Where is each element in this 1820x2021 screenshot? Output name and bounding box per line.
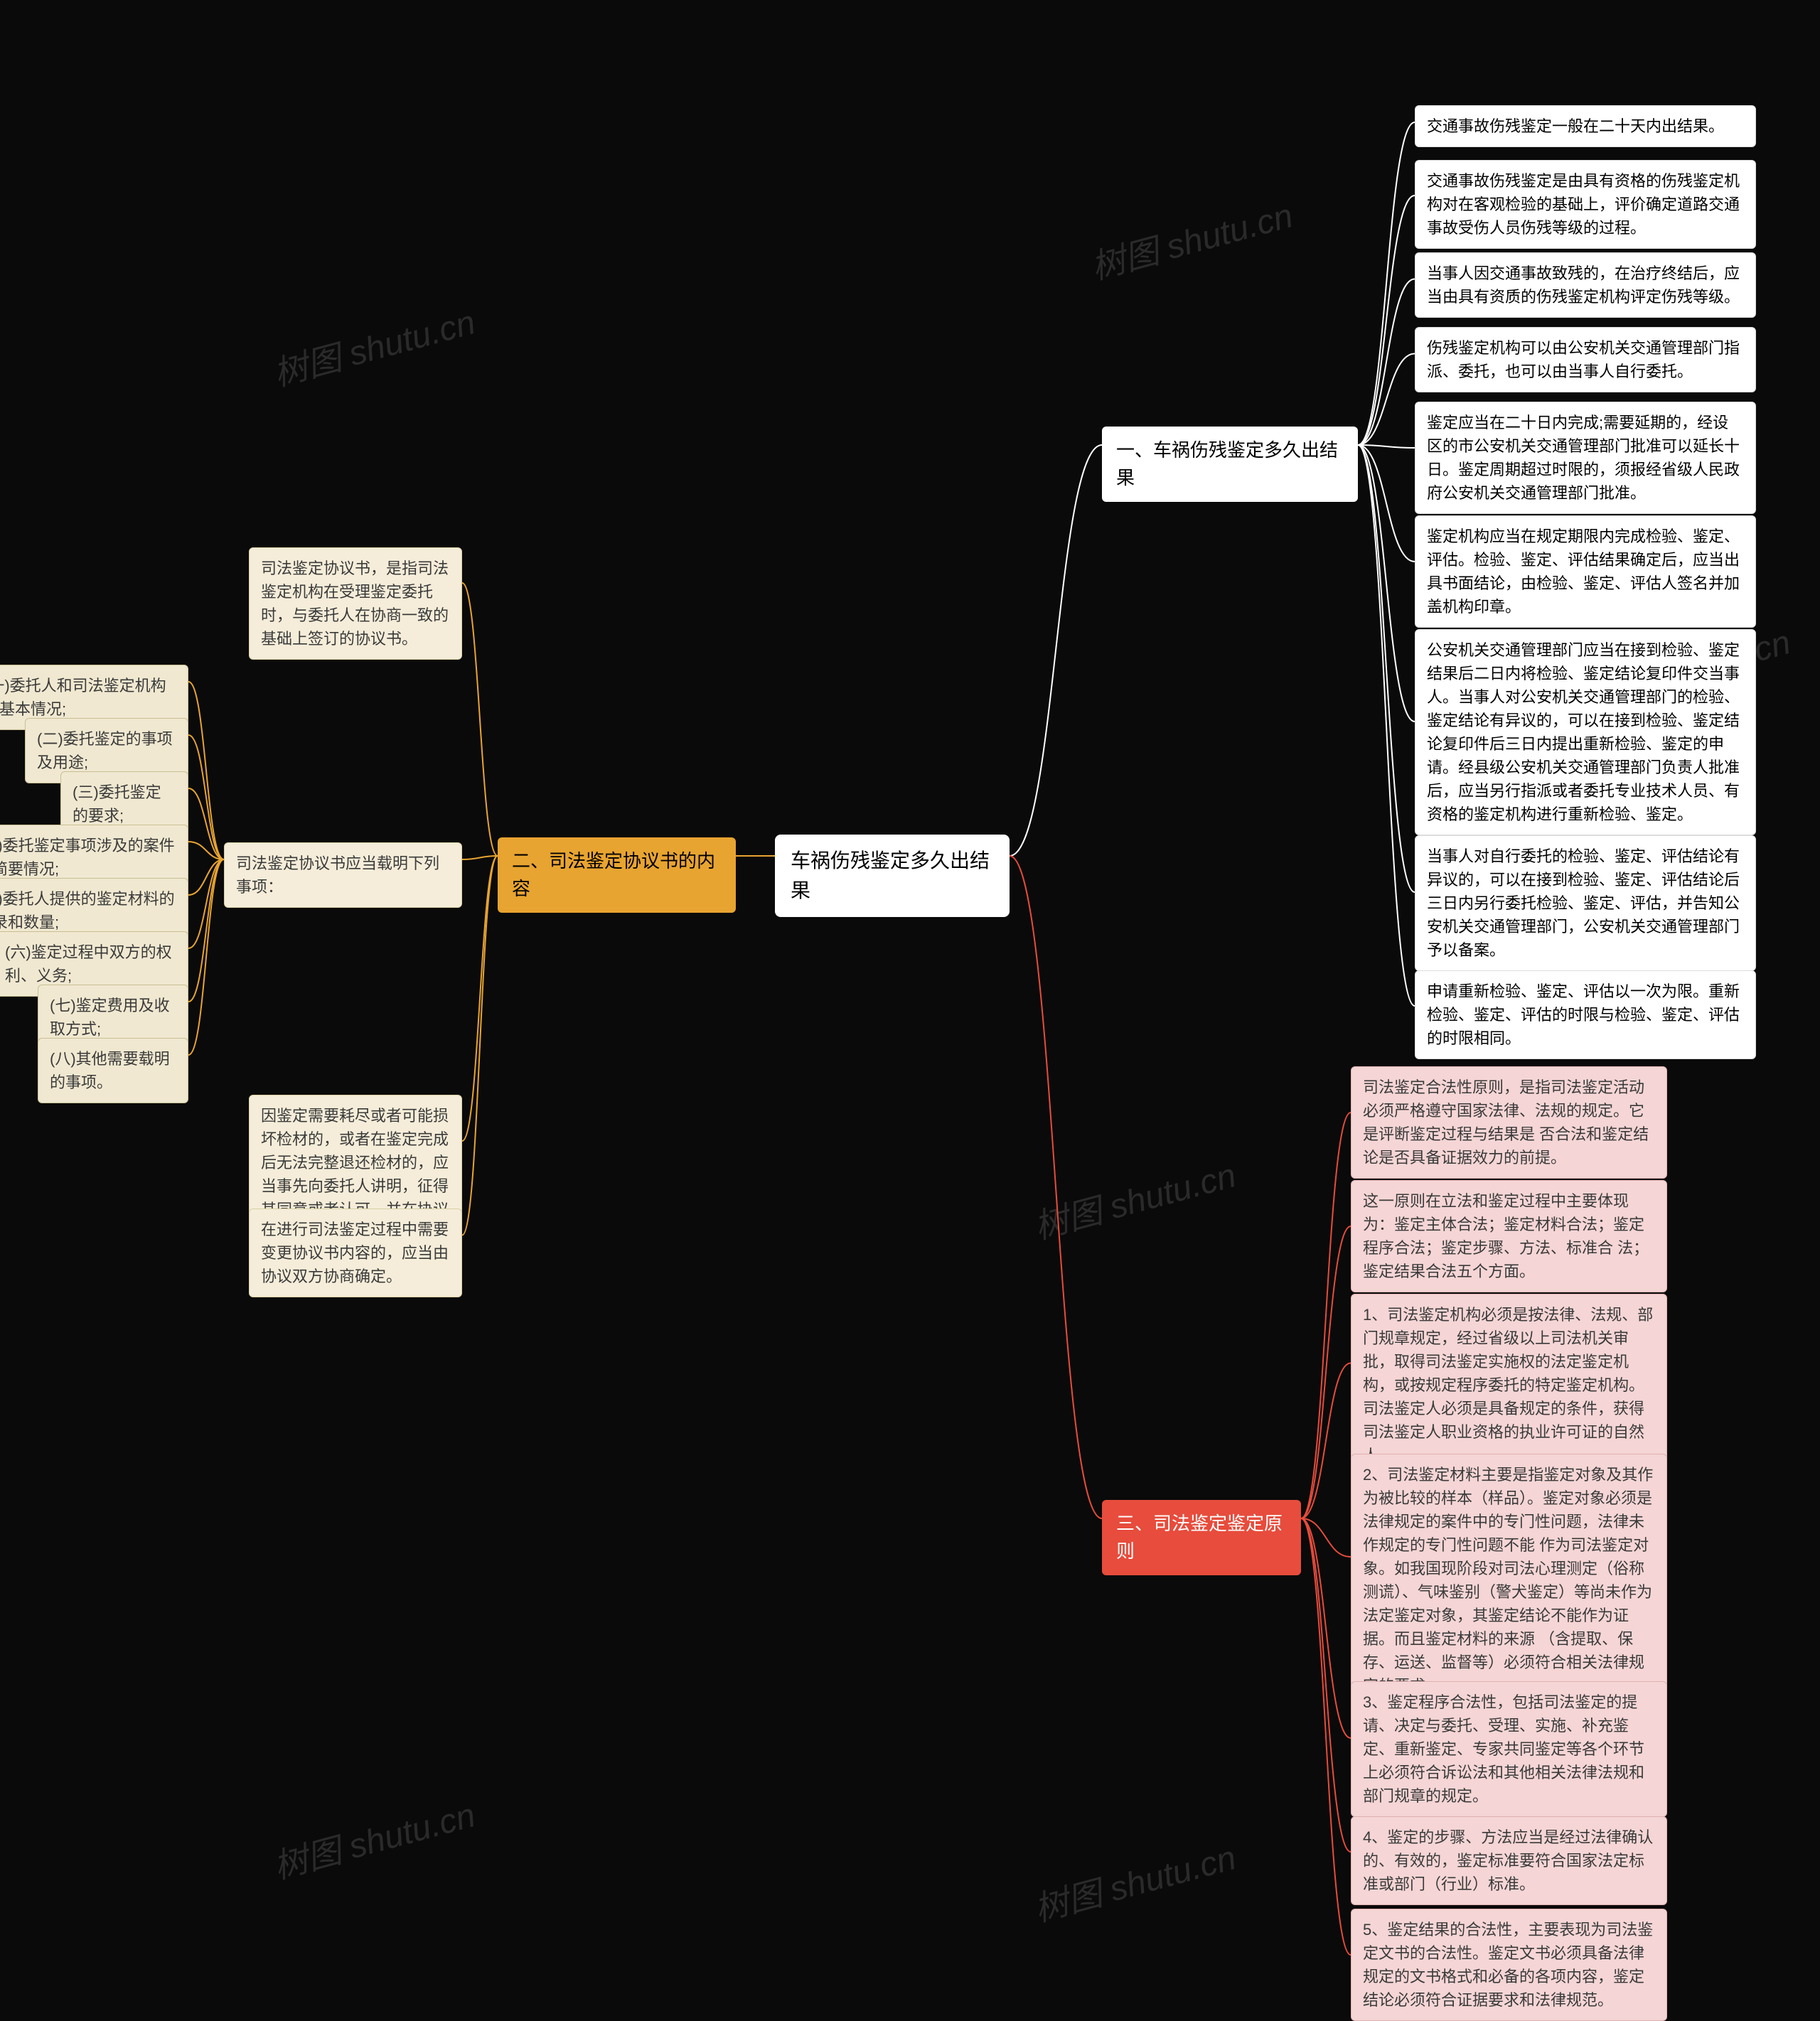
watermark: 树图 shutu.cn [1028, 1147, 1241, 1249]
leaf-node: 公安机关交通管理部门应当在接到检验、鉴定结果后二日内将检验、鉴定结论复印件交当事… [1415, 629, 1756, 835]
leaf-node: 3、鉴定程序合法性，包括司法鉴定的提请、决定与委托、受理、实施、补充鉴定、重新鉴… [1351, 1681, 1667, 1817]
leaf-node: 当事人对自行委托的检验、鉴定、评估结论有异议的，可以在接到检验、鉴定、评估结论后… [1415, 835, 1756, 971]
leaf-node: 鉴定机构应当在规定期限内完成检验、鉴定、评估。检验、鉴定、评估结果确定后，应当出… [1415, 515, 1756, 628]
watermark: 树图 shutu.cn [267, 1787, 480, 1889]
leaf-node: 司法鉴定协议书应当载明下列事项： [224, 842, 462, 908]
leaf-node: 5、鉴定结果的合法性，主要表现为司法鉴定文书的合法性。鉴定文书必须具备法律规定的… [1351, 1909, 1667, 2021]
root-node: 车祸伤残鉴定多久出结果 [775, 835, 1010, 917]
leaf-node: 4、鉴定的步骤、方法应当是经过法律确认的、有效的，鉴定标准要符合国家法定标准或部… [1351, 1816, 1667, 1905]
branch-node: 二、司法鉴定协议书的内容 [498, 837, 736, 913]
watermark: 树图 shutu.cn [1028, 1830, 1241, 1931]
leaf-node: 在进行司法鉴定过程中需要变更协议书内容的，应当由协议双方协商确定。 [249, 1208, 462, 1297]
leaf-node: 司法鉴定合法性原则，是指司法鉴定活动必须严格遵守国家法律、法规的规定。它是评断鉴… [1351, 1066, 1667, 1179]
leaf-node: 2、司法鉴定材料主要是指鉴定对象及其作为被比较的样本（样品）。鉴定对象必须是法律… [1351, 1454, 1667, 1707]
leaf-node: 申请重新检验、鉴定、评估以一次为限。重新检验、鉴定、评估的时限与检验、鉴定、评估… [1415, 970, 1756, 1059]
branch-node: 三、司法鉴定鉴定原则 [1102, 1500, 1301, 1575]
leaf-node: 这一原则在立法和鉴定过程中主要体现为：鉴定主体合法；鉴定材料合法；鉴定程序合法；… [1351, 1180, 1667, 1292]
leaf-node: 交通事故伤残鉴定是由具有资格的伤残鉴定机构对在客观检验的基础上，评价确定道路交通… [1415, 160, 1756, 249]
leaf-node: 当事人因交通事故致残的，在治疗终结后，应当由具有资质的伤残鉴定机构评定伤残等级。 [1415, 252, 1756, 318]
leaf-node: 司法鉴定协议书，是指司法鉴定机构在受理鉴定委托时，与委托人在协商一致的基础上签订… [249, 547, 462, 660]
watermark: 树图 shutu.cn [1085, 188, 1297, 289]
branch-node: 一、车祸伤残鉴定多久出结果 [1102, 427, 1358, 502]
leaf-node: 伤残鉴定机构可以由公安机关交通管理部门指派、委托，也可以由当事人自行委托。 [1415, 327, 1756, 392]
leaf-node: 鉴定应当在二十日内完成;需要延期的，经设区的市公安机关交通管理部门批准可以延长十… [1415, 402, 1756, 514]
leaf-node: 交通事故伤残鉴定一般在二十天内出结果。 [1415, 105, 1756, 147]
leaf-node: 1、司法鉴定机构必须是按法律、法规、部门规章规定，经过省级以上司法机关审批，取得… [1351, 1294, 1667, 1476]
watermark: 树图 shutu.cn [267, 294, 480, 396]
leaf-node: (八)其他需要载明的事项。 [38, 1038, 188, 1103]
